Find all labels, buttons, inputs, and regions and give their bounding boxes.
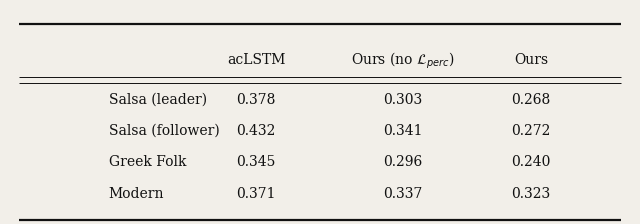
- Text: Salsa (leader): Salsa (leader): [109, 93, 207, 107]
- Text: Greek Folk: Greek Folk: [109, 155, 186, 169]
- Text: 0.345: 0.345: [236, 155, 276, 169]
- Text: Ours (no $\mathcal{L}_{perc}$): Ours (no $\mathcal{L}_{perc}$): [351, 50, 455, 71]
- Text: Ours: Ours: [514, 54, 548, 67]
- Text: 0.341: 0.341: [383, 124, 423, 138]
- Text: 0.323: 0.323: [511, 187, 551, 201]
- Text: Modern: Modern: [109, 187, 164, 201]
- Text: 0.296: 0.296: [383, 155, 423, 169]
- Text: 0.240: 0.240: [511, 155, 551, 169]
- Text: 0.432: 0.432: [236, 124, 276, 138]
- Text: 0.268: 0.268: [511, 93, 551, 107]
- Text: 0.337: 0.337: [383, 187, 423, 201]
- Text: Salsa (follower): Salsa (follower): [109, 124, 220, 138]
- Text: 0.303: 0.303: [383, 93, 423, 107]
- Text: 0.272: 0.272: [511, 124, 551, 138]
- Text: acLSTM: acLSTM: [227, 54, 285, 67]
- Text: 0.371: 0.371: [236, 187, 276, 201]
- Text: 0.378: 0.378: [236, 93, 276, 107]
